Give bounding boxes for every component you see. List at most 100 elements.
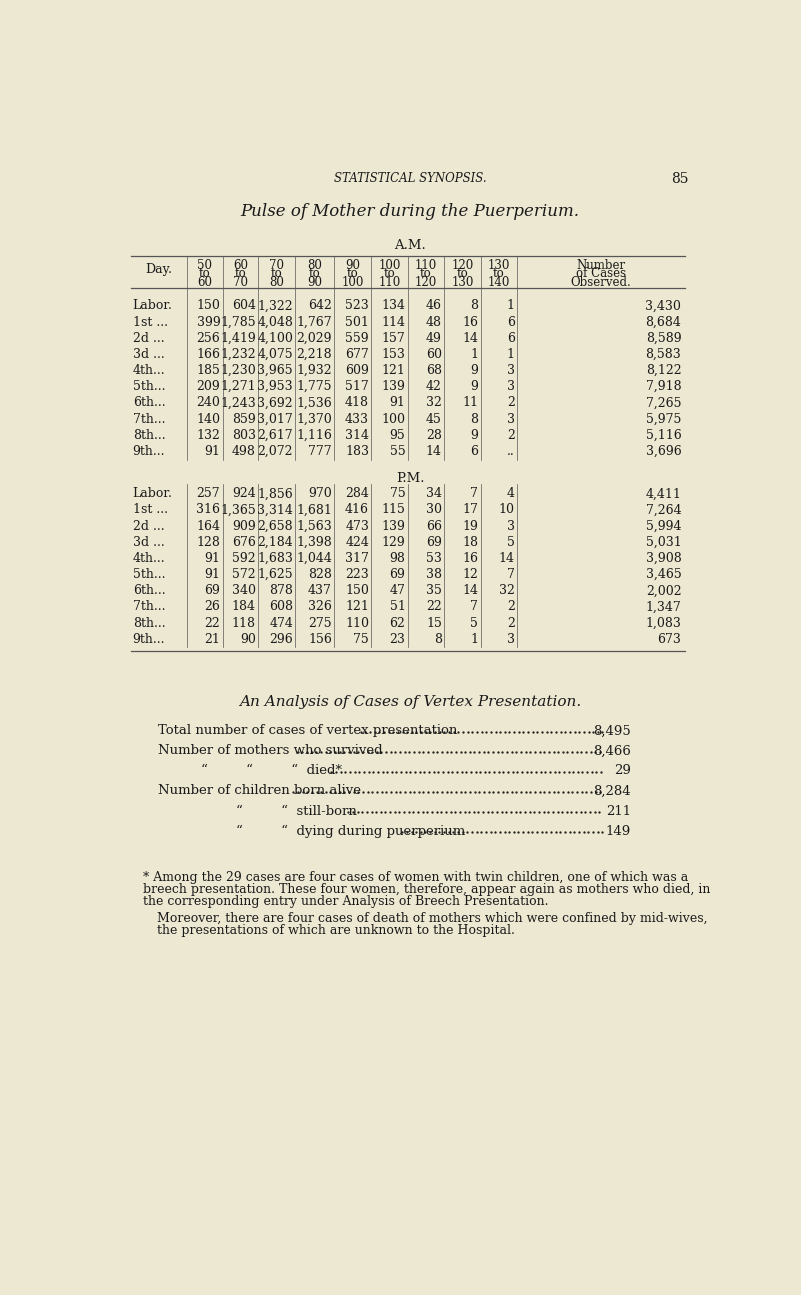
Text: 22: 22 [426, 601, 442, 614]
Text: 80: 80 [269, 276, 284, 289]
Text: 9: 9 [470, 381, 478, 394]
Text: 29: 29 [614, 764, 631, 777]
Text: 3,314: 3,314 [257, 504, 293, 517]
Text: 6: 6 [470, 445, 478, 458]
Text: the corresponding entry under Analysis of Breech Presentation.: the corresponding entry under Analysis o… [143, 895, 548, 908]
Text: 4,411: 4,411 [646, 487, 682, 500]
Text: the presentations of which are unknown to the Hospital.: the presentations of which are unknown t… [157, 923, 514, 936]
Text: 418: 418 [345, 396, 369, 409]
Text: 121: 121 [381, 364, 405, 377]
Text: 7th...: 7th... [133, 601, 165, 614]
Text: 118: 118 [232, 616, 256, 629]
Text: “         “         “  died*: “ “ “ died* [201, 764, 342, 777]
Text: 5th...: 5th... [133, 381, 165, 394]
Text: 3,017: 3,017 [257, 413, 293, 426]
Text: 139: 139 [381, 381, 405, 394]
Text: 91: 91 [204, 445, 220, 458]
Text: 8,583: 8,583 [646, 348, 682, 361]
Text: 7,265: 7,265 [646, 396, 682, 409]
Text: 416: 416 [345, 504, 369, 517]
Text: 5,031: 5,031 [646, 536, 682, 549]
Text: 609: 609 [345, 364, 369, 377]
Text: 140: 140 [196, 413, 220, 426]
Text: 1,775: 1,775 [296, 381, 332, 394]
Text: 91: 91 [389, 396, 405, 409]
Text: 1st ...: 1st ... [133, 504, 167, 517]
Text: 60: 60 [197, 276, 212, 289]
Text: 1,243: 1,243 [220, 396, 256, 409]
Text: 8,284: 8,284 [594, 785, 631, 798]
Text: 1,398: 1,398 [296, 536, 332, 549]
Text: 399: 399 [196, 316, 220, 329]
Text: Number of mothers who survived: Number of mothers who survived [159, 745, 383, 758]
Text: 50: 50 [197, 259, 212, 272]
Text: 924: 924 [232, 487, 256, 500]
Text: Moreover, there are four cases of death of mothers which were confined by mid-wi: Moreover, there are four cases of death … [157, 912, 707, 926]
Text: 592: 592 [232, 552, 256, 565]
Text: 604: 604 [232, 299, 256, 312]
Text: 5,994: 5,994 [646, 519, 682, 532]
Text: 9th...: 9th... [133, 633, 165, 646]
Text: 14: 14 [499, 552, 515, 565]
Text: 8,589: 8,589 [646, 332, 682, 344]
Text: 90: 90 [308, 276, 322, 289]
Text: 2,218: 2,218 [296, 348, 332, 361]
Text: 4,075: 4,075 [257, 348, 293, 361]
Text: 608: 608 [269, 601, 293, 614]
Text: Day.: Day. [146, 263, 172, 276]
Text: to: to [235, 267, 246, 280]
Text: 909: 909 [232, 519, 256, 532]
Text: 12: 12 [462, 569, 478, 581]
Text: 3: 3 [507, 364, 515, 377]
Text: 60: 60 [233, 259, 248, 272]
Text: 164: 164 [196, 519, 220, 532]
Text: 11: 11 [462, 396, 478, 409]
Text: 100: 100 [341, 276, 364, 289]
Text: 128: 128 [196, 536, 220, 549]
Text: 35: 35 [426, 584, 442, 597]
Text: 121: 121 [345, 601, 369, 614]
Text: 2: 2 [507, 429, 515, 442]
Text: 1,044: 1,044 [296, 552, 332, 565]
Text: 69: 69 [204, 584, 220, 597]
Text: Number of children born alive: Number of children born alive [159, 785, 361, 798]
Text: 223: 223 [345, 569, 369, 581]
Text: 5,116: 5,116 [646, 429, 682, 442]
Text: 676: 676 [232, 536, 256, 549]
Text: 7,918: 7,918 [646, 381, 682, 394]
Text: 284: 284 [345, 487, 369, 500]
Text: 6: 6 [507, 332, 515, 344]
Text: 34: 34 [426, 487, 442, 500]
Text: 38: 38 [426, 569, 442, 581]
Text: 8th...: 8th... [133, 429, 165, 442]
Text: 1,419: 1,419 [220, 332, 256, 344]
Text: 140: 140 [488, 276, 510, 289]
Text: 2,002: 2,002 [646, 584, 682, 597]
Text: 523: 523 [345, 299, 369, 312]
Text: 156: 156 [308, 633, 332, 646]
Text: 3d ...: 3d ... [133, 536, 164, 549]
Text: 23: 23 [389, 633, 405, 646]
Text: 1,232: 1,232 [220, 348, 256, 361]
Text: breech presentation. These four women, therefore, appear again as mothers who di: breech presentation. These four women, t… [143, 883, 710, 896]
Text: 4: 4 [507, 487, 515, 500]
Text: 130: 130 [451, 276, 473, 289]
Text: 3,908: 3,908 [646, 552, 682, 565]
Text: 134: 134 [381, 299, 405, 312]
Text: 3,965: 3,965 [257, 364, 293, 377]
Text: 7th...: 7th... [133, 413, 165, 426]
Text: 14: 14 [426, 445, 442, 458]
Text: 130: 130 [488, 259, 510, 272]
Text: 828: 828 [308, 569, 332, 581]
Text: 166: 166 [196, 348, 220, 361]
Text: 340: 340 [232, 584, 256, 597]
Text: 70: 70 [269, 259, 284, 272]
Text: A.M.: A.M. [394, 238, 426, 251]
Text: 8,495: 8,495 [594, 724, 631, 737]
Text: 115: 115 [381, 504, 405, 517]
Text: 91: 91 [204, 552, 220, 565]
Text: 3,465: 3,465 [646, 569, 682, 581]
Text: 100: 100 [378, 259, 400, 272]
Text: 8: 8 [470, 413, 478, 426]
Text: 5,975: 5,975 [646, 413, 682, 426]
